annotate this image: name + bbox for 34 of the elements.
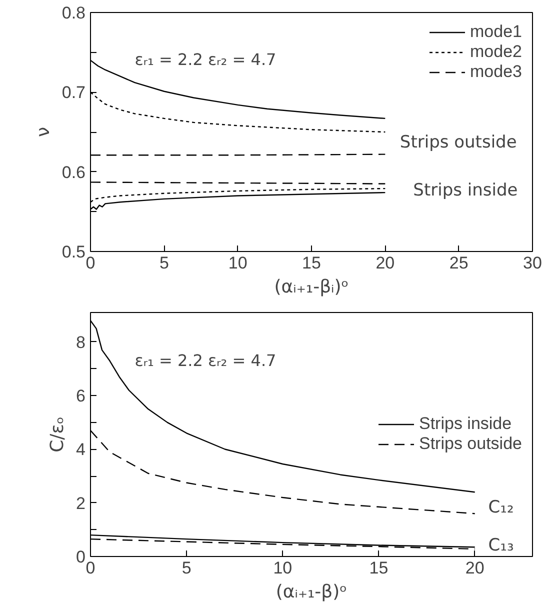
y-axis-title: ν bbox=[32, 126, 54, 138]
annotation: εᵣ₁ = 2.2 εᵣ₂ = 4.7 bbox=[134, 350, 276, 370]
x-axis-title: (αᵢ₊₁-βᵢ)ᵒ bbox=[274, 276, 349, 298]
annotation: εᵣ₁ = 2.2 εᵣ₂ = 4.7 bbox=[134, 50, 276, 70]
legend-label: Strips outside bbox=[419, 434, 522, 454]
legend-label: Strips inside bbox=[419, 414, 512, 434]
annotation: Strips inside bbox=[413, 180, 518, 200]
y-tick-label: 8 bbox=[76, 332, 86, 352]
legend-label: mode2 bbox=[470, 42, 522, 62]
y-tick-label: 0.5 bbox=[62, 242, 86, 262]
legend-label: mode3 bbox=[470, 62, 522, 82]
x-tick-label: 20 bbox=[465, 558, 484, 578]
x-tick-label: 10 bbox=[228, 254, 248, 272]
annotation: C₁₂ bbox=[488, 497, 514, 518]
annotation: C₁₃ bbox=[488, 535, 514, 556]
y-tick-label: 6 bbox=[76, 386, 86, 406]
x-tick-label: 25 bbox=[449, 254, 468, 272]
x-tick-label: 15 bbox=[302, 254, 321, 272]
x-tick-label: 10 bbox=[273, 558, 292, 578]
y-tick-label: 2 bbox=[76, 494, 86, 513]
x-tick-label: 5 bbox=[159, 254, 169, 272]
y-axis-title: C/εₒ bbox=[47, 416, 68, 452]
y-tick-label: 0.7 bbox=[62, 83, 86, 102]
y-tick-label: 4 bbox=[76, 440, 86, 460]
y-tick-label: 0.8 bbox=[62, 4, 86, 22]
x-axis-title: (αᵢ₊₁-β)ᵒ bbox=[276, 582, 348, 602]
line-series bbox=[90, 188, 386, 203]
x-tick-label: 5 bbox=[182, 558, 192, 578]
legend-label: mode1 bbox=[470, 22, 522, 42]
y-tick-label: 0.6 bbox=[62, 162, 86, 182]
annotation: Strips outside bbox=[400, 132, 517, 152]
x-tick-label: 30 bbox=[523, 254, 542, 272]
x-tick-label: 15 bbox=[369, 558, 388, 578]
x-tick-label: 20 bbox=[376, 254, 395, 272]
